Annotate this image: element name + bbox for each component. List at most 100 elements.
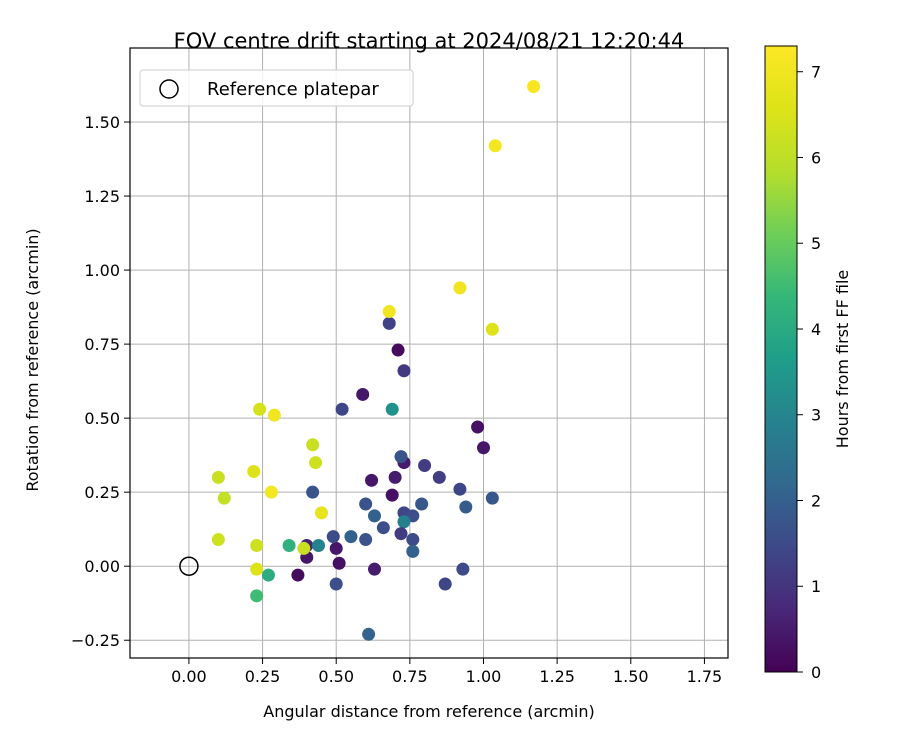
colorbar-tick-label: 4: [811, 320, 821, 339]
scatter-point: [476, 441, 490, 455]
scatter-point: [397, 364, 411, 378]
scatter-point: [459, 500, 473, 514]
colorbar: 0 1 2 3 4 5 6 7 Hours from first FF file: [764, 45, 852, 682]
scatter-point: [326, 530, 340, 544]
x-tick-label: 1.50: [613, 667, 649, 686]
scatter-point: [385, 488, 399, 502]
scatter-point: [453, 281, 467, 295]
x-tick-label: 1.00: [466, 667, 502, 686]
scatter-point: [329, 541, 343, 555]
y-tick-label: 1.25: [84, 187, 120, 206]
y-axis-ticks: −0.25 0.00 0.25 0.50 0.75 1.00 1.25 1.50: [71, 113, 130, 650]
scatter-point: [471, 420, 485, 434]
scatter-point: [329, 577, 343, 591]
x-tick-label: 0.75: [392, 667, 428, 686]
colorbar-tick-label: 7: [811, 63, 821, 82]
scatter-point: [382, 316, 396, 330]
scatter-point: [282, 538, 296, 552]
scatter-point: [418, 459, 432, 473]
scatter-point: [247, 464, 261, 478]
scatter-point: [527, 79, 541, 93]
scatter-point: [356, 387, 370, 401]
colorbar-gradient: [764, 45, 798, 673]
colorbar-label: Hours from first FF file: [833, 270, 852, 449]
y-axis-title: Rotation from reference (arcmin): [23, 228, 42, 491]
legend-box: [139, 69, 414, 107]
grid: [130, 48, 728, 658]
scatter-point: [309, 456, 323, 470]
scatter-point: [306, 438, 320, 452]
scatter-point: [432, 470, 446, 484]
plot-frame: [129, 47, 729, 659]
scatter-point: [382, 305, 396, 319]
x-tick-label: 1.25: [539, 667, 575, 686]
colorbar-tick-label: 0: [811, 663, 821, 682]
y-tick-label: 0.00: [84, 557, 120, 576]
scatter-point: [359, 533, 373, 547]
scatter-point: [485, 322, 499, 336]
scatter-point: [415, 497, 429, 511]
scatter-point: [306, 485, 320, 499]
y-tick-label: 0.25: [84, 483, 120, 502]
scatter-point: [332, 556, 346, 570]
scatter-point: [453, 482, 467, 496]
scatter-point: [335, 402, 349, 416]
scatter-point: [365, 473, 379, 487]
legend-marker-icon: [159, 79, 179, 99]
colorbar-ticks: 0 1 2 3 4 5 6 7: [797, 63, 821, 682]
scatter-point: [250, 562, 264, 576]
scatter-point: [388, 470, 402, 484]
scatter-point: [397, 515, 411, 529]
scatter-point: [312, 538, 326, 552]
y-tick-label: 1.50: [84, 113, 120, 132]
scatter-point: [394, 527, 408, 541]
x-axis-ticks: 0.00 0.25 0.50 0.75 1.00 1.25 1.50 1.75: [171, 658, 722, 686]
scatter-point: [261, 568, 275, 582]
colorbar-tick-label: 6: [811, 148, 821, 167]
scatter-point: [253, 402, 267, 416]
colorbar-tick-label: 5: [811, 234, 821, 253]
scatter-point: [211, 533, 225, 547]
scatter-point: [406, 533, 420, 547]
scatter-point: [485, 491, 499, 505]
y-tick-label: 0.50: [84, 409, 120, 428]
scatter-point: [362, 627, 376, 641]
x-tick-label: 1.75: [687, 667, 723, 686]
chart-title: FOV centre drift starting at 2024/08/21 …: [174, 29, 685, 53]
colorbar-tick-label: 2: [811, 491, 821, 510]
scatter-point: [488, 139, 502, 153]
y-tick-label: 1.00: [84, 261, 120, 280]
scatter-point: [211, 470, 225, 484]
scatter-point: [250, 538, 264, 552]
legend: Reference platepar: [139, 69, 414, 107]
scatter-point: [385, 402, 399, 416]
scatter-point: [264, 485, 278, 499]
scatter-point: [368, 509, 382, 523]
colorbar-tick-label: 1: [811, 577, 821, 596]
scatter-point: [394, 450, 408, 464]
scatter-point: [297, 541, 311, 555]
scatter-point: [368, 562, 382, 576]
colorbar-tick-label: 3: [811, 406, 821, 425]
scatter-point: [391, 343, 405, 357]
scatter-point: [359, 497, 373, 511]
scatter-point: [217, 491, 231, 505]
scatter-point: [376, 521, 390, 535]
x-tick-label: 0.50: [318, 667, 354, 686]
scatter-point: [267, 408, 281, 422]
scatter-point: [344, 530, 358, 544]
scatter-point: [438, 577, 452, 591]
scatter-point: [314, 506, 328, 520]
x-axis-title: Angular distance from reference (arcmin): [263, 702, 594, 721]
x-tick-label: 0.25: [245, 667, 281, 686]
scatter-points: [211, 79, 541, 641]
y-tick-label: 0.75: [84, 335, 120, 354]
y-tick-label: −0.25: [71, 631, 120, 650]
reference-point-marker: [179, 556, 199, 576]
x-tick-label: 0.00: [171, 667, 207, 686]
scatter-point: [406, 544, 420, 558]
scatter-point: [456, 562, 470, 576]
scatter-point: [291, 568, 305, 582]
scatter-point: [250, 589, 264, 603]
